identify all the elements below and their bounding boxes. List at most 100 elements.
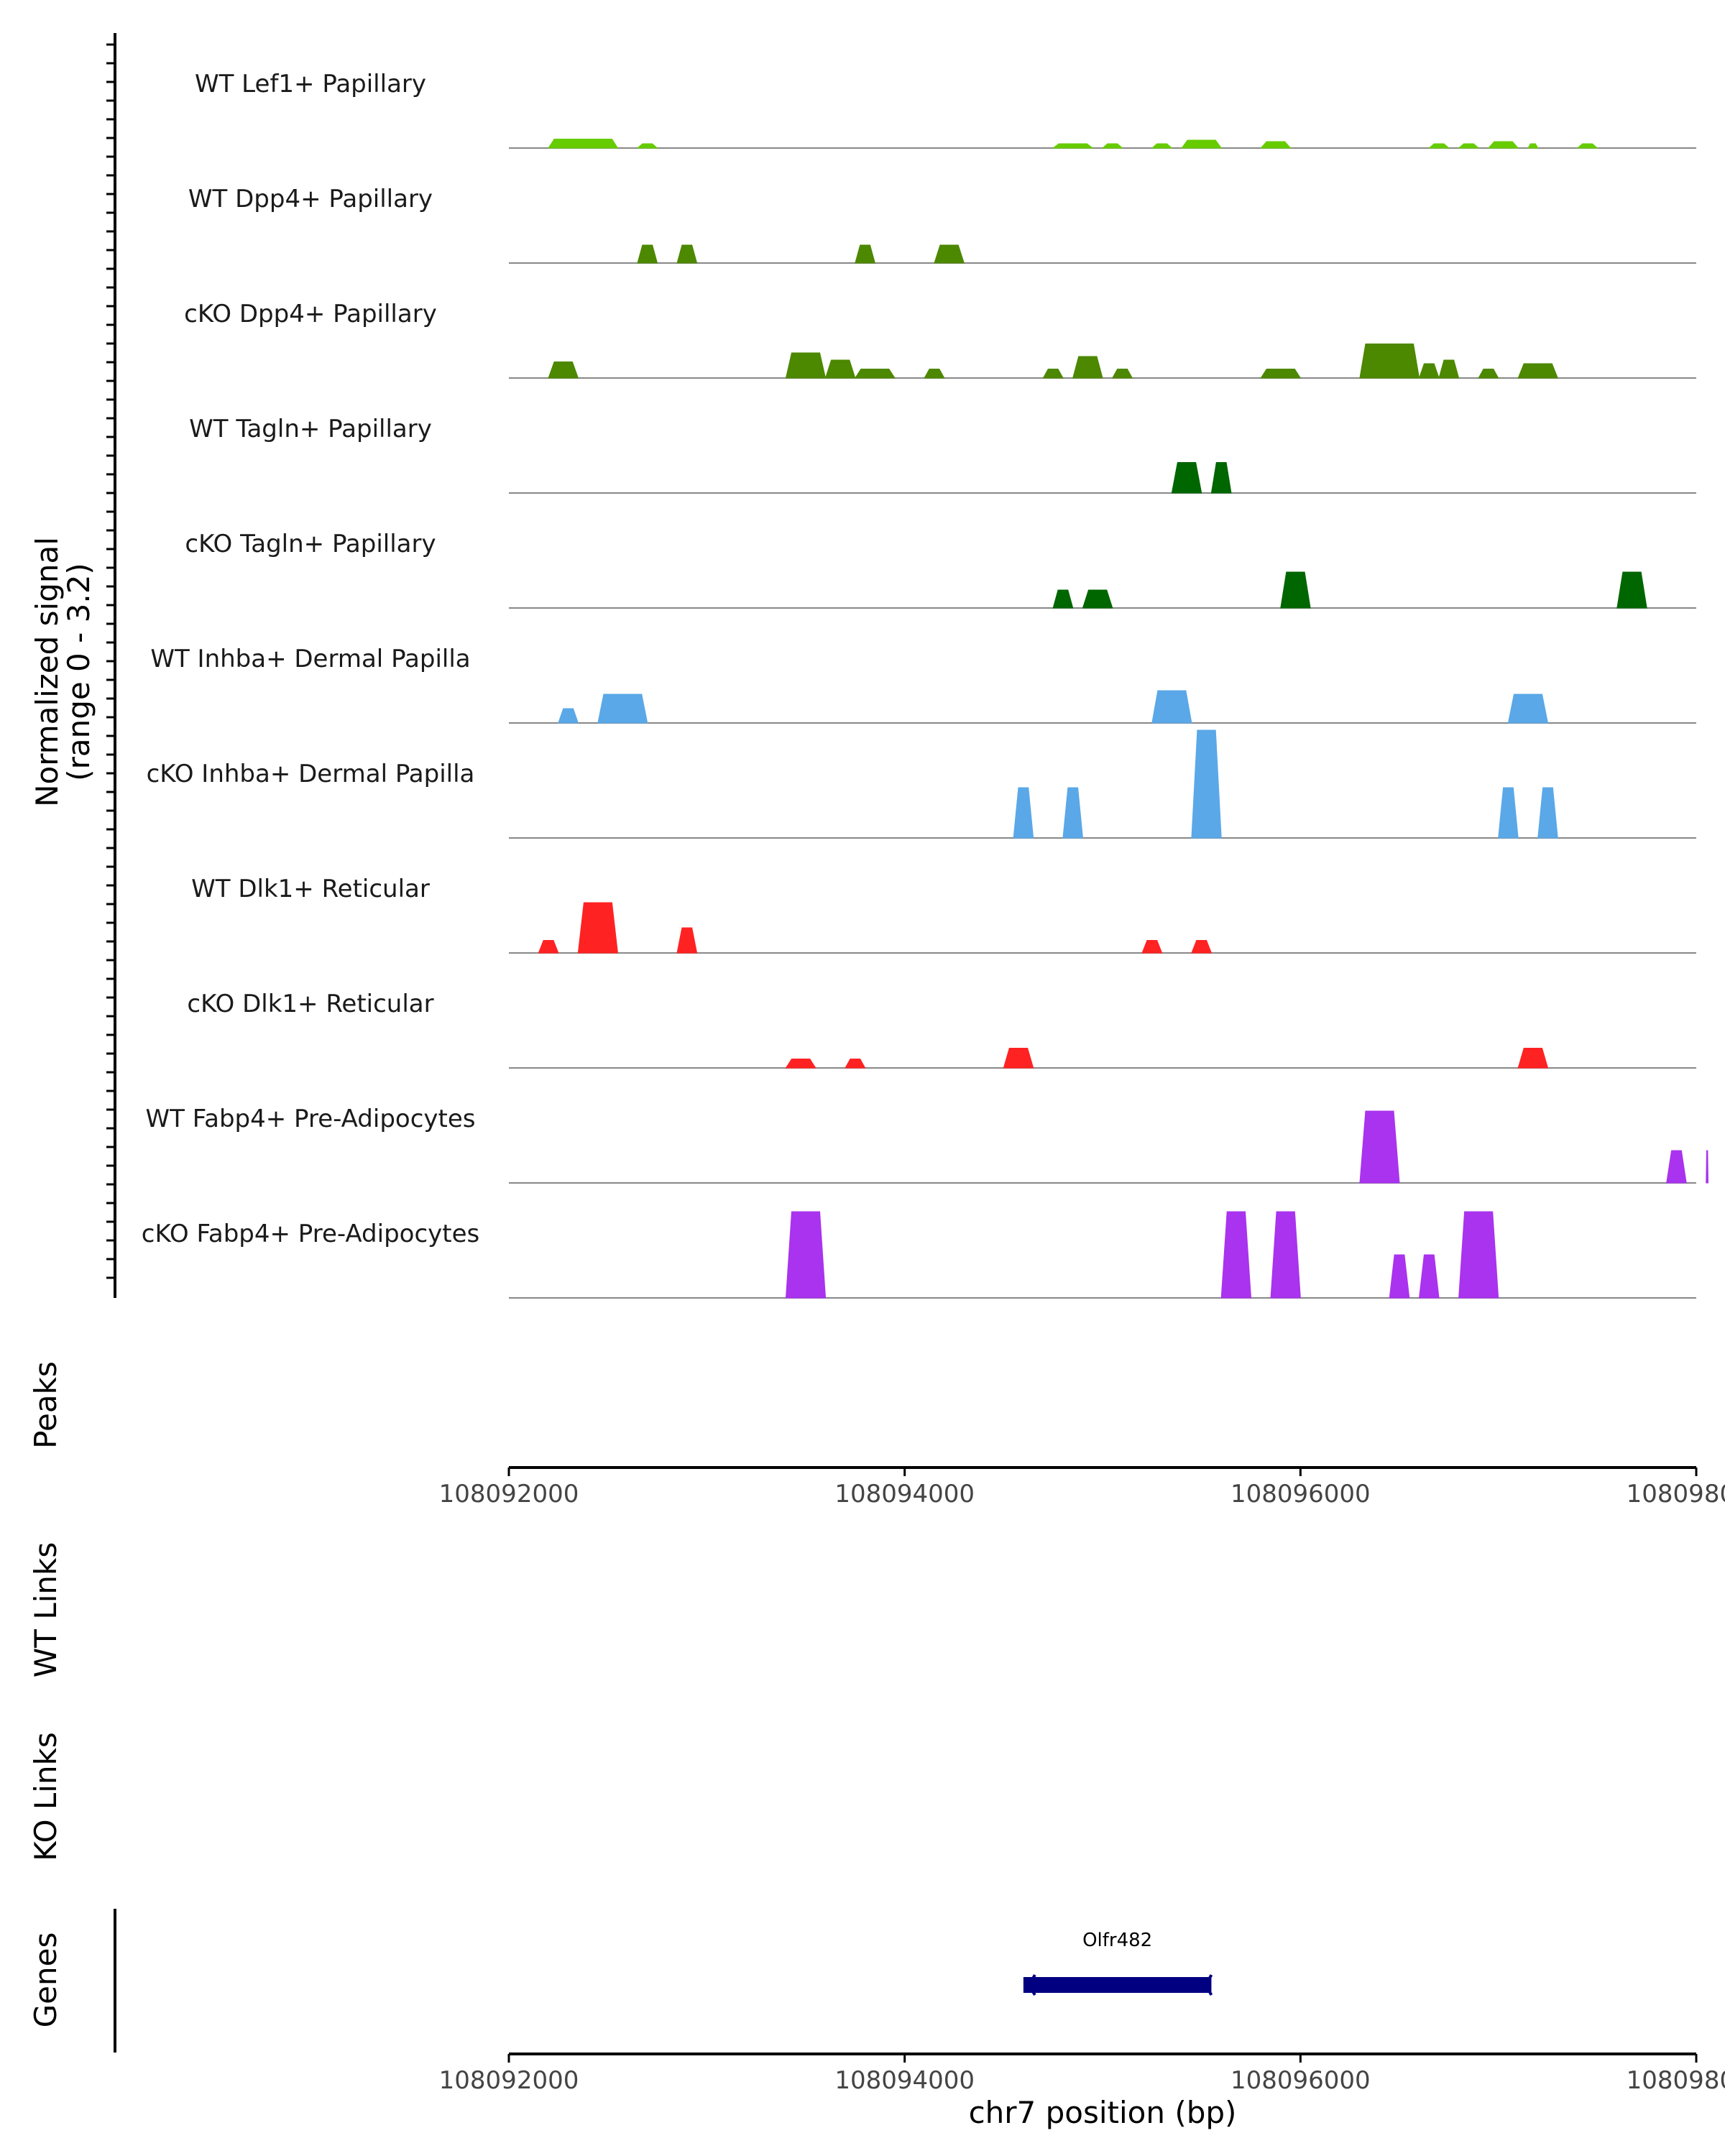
peaks-x-axis: 108092000 108094000 108096000 108098000 — [439, 1468, 1725, 1508]
signal-peak — [548, 361, 579, 379]
signal-peak — [1082, 589, 1113, 609]
coverage-tracks: WT Lef1+ Papillary WT Dpp4+ Papillary cKO … — [142, 70, 1709, 1299]
signal-peak — [1706, 1150, 1709, 1184]
signal-peak — [854, 369, 896, 379]
wt-links-panel-title: WT Links — [28, 1542, 63, 1677]
signal-peak — [1537, 787, 1558, 839]
signal-peak — [1181, 139, 1223, 149]
signal-peak — [1517, 1048, 1549, 1069]
signal-peak — [1171, 462, 1202, 494]
signal-peak — [1191, 940, 1213, 954]
track: cKO Fabp4+ Pre-Adipocytes — [142, 1211, 1696, 1299]
coverage-y-ticks — [106, 43, 115, 1279]
track: WT Tagln+ Papillary — [189, 415, 1696, 494]
x-tick-label: 108098000 — [1627, 2066, 1725, 2095]
signal-peak — [1576, 143, 1598, 149]
signal-peak — [1052, 589, 1074, 609]
track-label: WT Tagln+ Papillary — [189, 415, 432, 443]
x-tick-label: 108094000 — [834, 1480, 975, 1508]
signal-peak — [1042, 369, 1064, 379]
signal-peak — [1616, 571, 1647, 609]
signal-peak — [1191, 729, 1222, 839]
gene-strand-arrow — [1204, 1974, 1213, 1996]
signal-peak — [1438, 359, 1460, 379]
signal-peak — [1270, 1211, 1301, 1299]
coverage-ylabel: Normalized signal (range 0 - 3.2) — [29, 537, 96, 807]
signal-peak — [538, 940, 559, 954]
signal-peak — [1427, 143, 1450, 149]
track-label: cKO Dlk1+ Reticular — [187, 990, 433, 1018]
coverage-ylabel-line1: Normalized signal — [29, 537, 65, 807]
track: WT Dlk1+ Reticular — [191, 875, 1696, 954]
signal-peak — [1507, 694, 1549, 724]
signal-peak — [1478, 369, 1499, 379]
x-tick-label: 108096000 — [1230, 2066, 1371, 2095]
signal-peak — [785, 352, 827, 379]
signal-peak — [845, 1059, 866, 1069]
signal-peak — [1498, 787, 1519, 839]
signal-peak — [1487, 141, 1519, 149]
track-label: cKO Dpp4+ Papillary — [184, 300, 437, 328]
signal-peak — [1003, 1048, 1034, 1069]
track: WT Dpp4+ Papillary — [188, 185, 1696, 264]
track-label: cKO Fabp4+ Pre-Adipocytes — [142, 1220, 480, 1248]
signal-peak — [1072, 356, 1103, 379]
signal-peak — [1418, 363, 1440, 379]
track: WT Lef1+ Papillary — [195, 70, 1696, 149]
track-label: cKO Tagln+ Papillary — [185, 530, 436, 558]
x-tick-label: 108098000 — [1627, 1480, 1725, 1508]
genes-track: Olfr482 — [1023, 1930, 1213, 1996]
signal-peak — [1260, 141, 1292, 149]
track: WT Fabp4+ Pre-Adipocytes — [146, 1105, 1709, 1184]
track-label: WT Fabp4+ Pre-Adipocytes — [146, 1105, 476, 1133]
signal-peak — [1666, 1150, 1687, 1184]
track: cKO Dpp4+ Papillary — [184, 300, 1696, 379]
track: cKO Inhba+ Dermal Papilla — [147, 729, 1696, 839]
track-label: WT Inhba+ Dermal Papilla — [150, 645, 470, 673]
signal-peak — [1141, 940, 1163, 954]
signal-peak — [636, 143, 658, 149]
signal-peak — [824, 359, 856, 379]
x-axis-title: chr7 position (bp) — [969, 2095, 1237, 2130]
coverage-ylabel-line2: (range 0 - 3.2) — [61, 563, 96, 781]
signal-peak — [597, 694, 648, 724]
signal-peak — [785, 1211, 827, 1299]
ko-links-panel-title: KO Links — [28, 1732, 63, 1861]
signal-peak — [1151, 143, 1173, 149]
signal-peak — [577, 902, 618, 954]
signal-peak — [1111, 369, 1133, 379]
x-tick-label: 108094000 — [834, 2066, 975, 2095]
signal-peak — [1220, 1211, 1252, 1299]
track: WT Inhba+ Dermal Papilla — [150, 645, 1696, 724]
signal-peak — [637, 244, 658, 264]
track: cKO Tagln+ Papillary — [185, 530, 1696, 609]
signal-peak — [1013, 787, 1034, 839]
signal-peak — [1151, 690, 1192, 724]
signal-peak — [558, 708, 579, 724]
signal-peak — [676, 244, 698, 264]
signal-peak — [1260, 369, 1302, 379]
track: cKO Dlk1+ Reticular — [187, 990, 1696, 1069]
signal-peak — [1359, 1110, 1400, 1184]
signal-peak — [924, 369, 945, 379]
gene-label: Olfr482 — [1082, 1930, 1152, 1951]
x-tick-label: 108092000 — [439, 1480, 579, 1508]
signal-peak — [1517, 363, 1559, 379]
signal-peak — [1527, 143, 1539, 149]
signal-peak — [1210, 462, 1232, 494]
x-tick-label: 108096000 — [1230, 1480, 1371, 1508]
signal-peak — [855, 244, 876, 264]
gene-body — [1023, 1977, 1212, 1993]
signal-peak — [785, 1059, 816, 1069]
track-label: WT Lef1+ Papillary — [195, 70, 426, 98]
signal-peak — [1458, 143, 1480, 149]
genes-panel-title: Genes — [28, 1932, 63, 2028]
x-tick-label: 108092000 — [439, 2066, 579, 2095]
track-label: cKO Inhba+ Dermal Papilla — [147, 760, 475, 788]
signal-peak — [1418, 1254, 1440, 1299]
track-label: WT Dlk1+ Reticular — [191, 875, 430, 903]
signal-peak — [1359, 344, 1420, 379]
signal-peak — [676, 927, 698, 954]
track-label: WT Dpp4+ Papillary — [188, 185, 433, 213]
